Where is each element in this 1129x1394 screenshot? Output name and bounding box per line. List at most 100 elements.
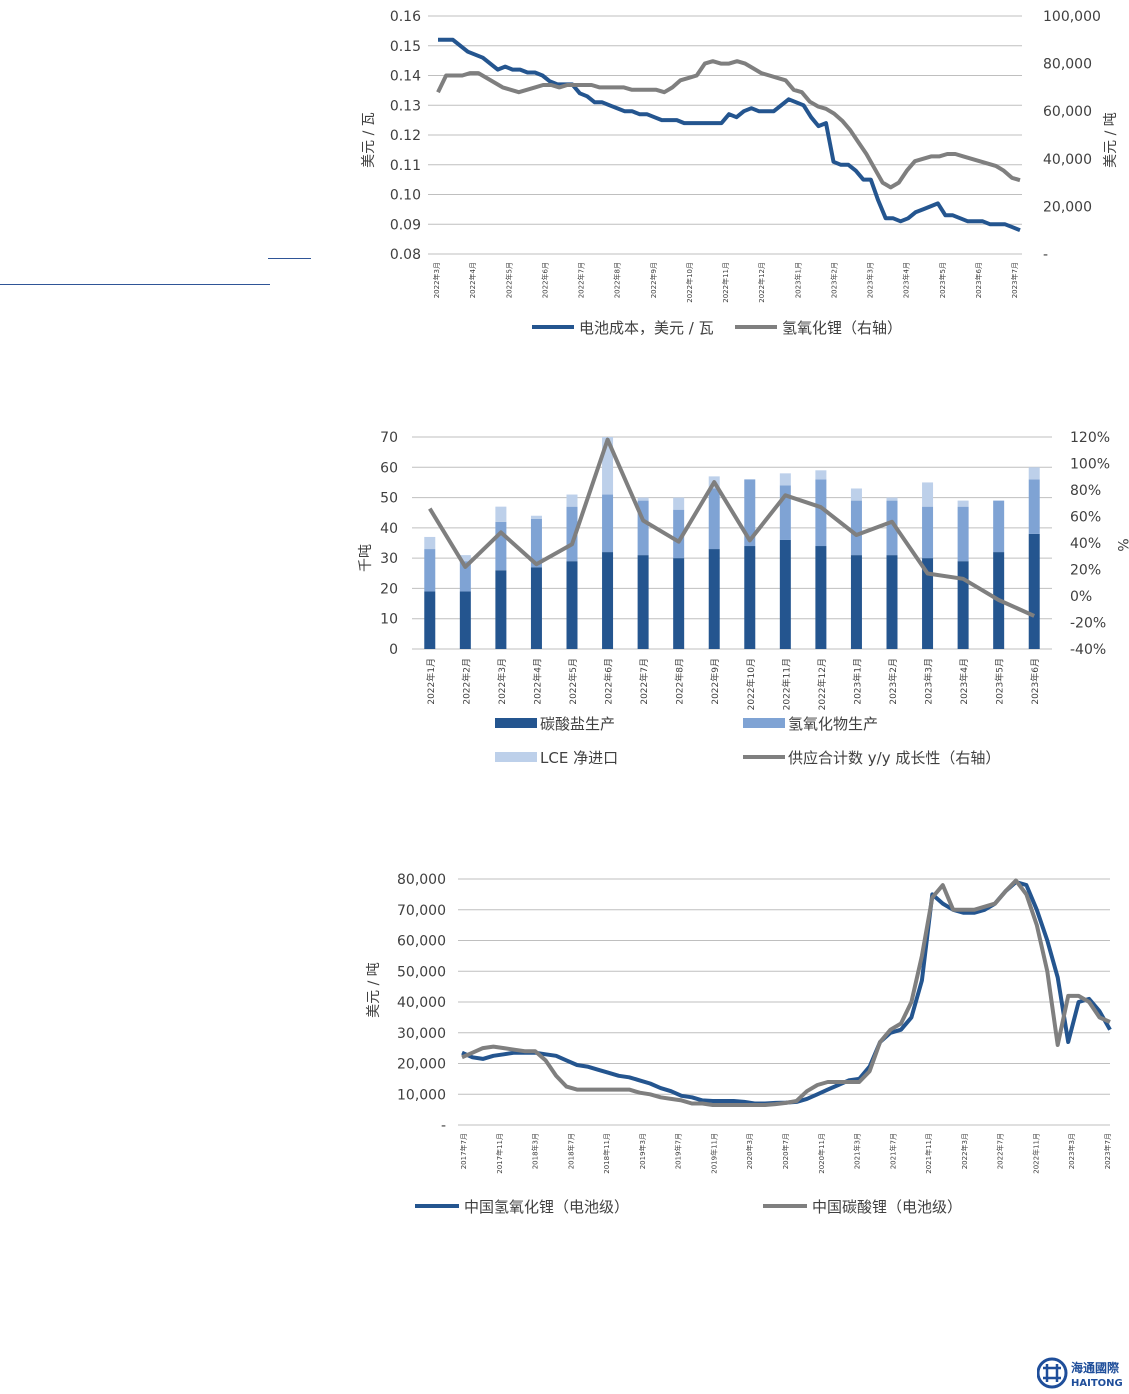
x-tick-label: 2022年6月 [540,262,549,298]
x-tick-label: 2018年11月 [602,1133,611,1174]
x-tick-label: 2019年11月 [709,1133,718,1174]
y-tick-label: 0.10 [390,188,421,204]
y2-tick-label: 60,000 [1043,104,1092,120]
bar-segment [424,536,436,550]
bar-segment [850,555,862,649]
bar-segment [922,506,934,559]
x-tick-label: 2018年7月 [566,1133,575,1169]
bar-segment [779,539,791,649]
bar-segment [886,555,898,649]
bar-segment [495,521,507,571]
series-line [428,437,1036,618]
bar-segment [744,479,756,547]
y2-tick-label: 40,000 [1043,152,1092,168]
y-tick-label: 30,000 [397,1026,446,1042]
legend-label: 中国氢氧化锂（电池级） [464,1198,629,1216]
bar-segment [602,494,614,553]
y-tick-label: 20,000 [397,1057,446,1073]
y-tick-label: 0.14 [390,69,421,85]
bar-segment [459,561,471,592]
y2-tick-label: 120% [1070,430,1110,446]
x-tick-label: 2022年7月 [996,1133,1005,1169]
y2-axis-title: % [1114,538,1129,551]
x-tick-label: 2022年10月 [745,658,757,710]
bar-segment [886,497,898,501]
x-tick-label: 2020年3月 [745,1133,754,1169]
bar-segment [922,558,934,649]
legend-swatch [743,718,785,728]
x-tick-label: 2022年12月 [757,262,766,303]
legend-swatch [495,718,537,728]
logo-text-cn: 海通國際 [1071,1360,1120,1375]
bar-segment [850,500,862,556]
y-tick-label: 70 [380,430,398,446]
x-tick-label: 2020年7月 [781,1133,790,1169]
x-tick-label: 2023年3月 [1067,1133,1076,1169]
haitong-logo: 海通國際 HAITONG [1036,1356,1129,1390]
x-tick-label: 2023年2月 [829,262,838,298]
x-tick-label: 2022年8月 [674,658,686,705]
x-tick-label: 2022年2月 [460,658,472,705]
y2-tick-label: - [1043,247,1048,263]
x-tick-label: 2023年2月 [887,658,899,705]
y2-tick-label: 100% [1070,457,1110,473]
bar-segment [637,500,649,556]
legend-label: 供应合计数 y/y 成长性（右轴） [788,749,1000,767]
x-tick-label: 2022年3月 [432,262,441,298]
bar-segment [424,591,436,649]
x-tick-label: 2018年3月 [531,1133,540,1169]
bar-segment [459,591,471,649]
hyperlink-underline[interactable] [268,258,311,259]
x-tick-label: 2022年1月 [425,658,437,705]
x-tick-label: 2023年6月 [1029,658,1041,705]
bar-segment [530,518,542,568]
bar-segment [1028,467,1040,480]
x-tick-label: 2023年3月 [866,262,875,298]
x-tick-label: 2022年4月 [531,658,543,705]
x-tick-label: 2021年3月 [853,1133,862,1169]
x-tick-label: 2022年5月 [567,658,579,705]
x-tick-label: 2022年7月 [577,262,586,298]
x-tick-label: 2022年10月 [685,262,694,303]
legend-label: 氢氧化锂（右轴） [782,319,902,337]
bar-segment [922,482,934,507]
y-tick-label: 0.11 [390,158,421,174]
legend-label: 中国碳酸锂（电池级） [812,1198,962,1216]
x-tick-label: 2017年7月 [459,1133,468,1169]
y-tick-label: 60,000 [397,934,446,950]
x-tick-label: 2023年7月 [1103,1133,1112,1169]
bar-segment [744,546,756,649]
y2-tick-label: -40% [1070,642,1106,658]
y-tick-label: 40 [380,521,398,537]
x-tick-label: 2023年4月 [958,658,970,705]
bar-segment [602,552,614,649]
legend-label: LCE 净进口 [540,749,618,767]
legend-swatch [495,752,537,762]
series-line [436,59,1021,190]
x-tick-label: 2020年11月 [817,1133,826,1174]
y-tick-label: 0.15 [390,39,421,55]
x-tick-label: 2021年7月 [888,1133,897,1169]
x-tick-label: 2022年9月 [709,658,721,705]
y2-tick-label: 80,000 [1043,57,1092,73]
bar-segment [673,558,685,649]
bar-segment [530,567,542,649]
bar-segment [495,570,507,649]
legend-label: 电池成本，美元 / 瓦 [579,319,714,337]
bar-segment [850,488,862,501]
y-tick-label: 50 [380,491,398,507]
battery-cost-chart: 0.16 0.15 0.14 0.13 0.12 0.11 0.10 0.09 0.08 100,… [361,9,1119,337]
bar-segment [1028,533,1040,649]
y-tick-label: - [441,1118,446,1134]
y-tick-label: 30 [380,551,398,567]
x-tick-label: 2022年11月 [721,262,730,303]
y-tick-label: 80,000 [397,872,446,888]
bar-segment [495,506,507,522]
bar-segment [673,497,685,510]
y-tick-label: 10,000 [397,1087,446,1103]
hyperlink-underline[interactable] [0,284,270,285]
bar-segment [957,500,969,507]
y2-tick-label: 0% [1070,589,1092,605]
bar-segment [886,500,898,556]
